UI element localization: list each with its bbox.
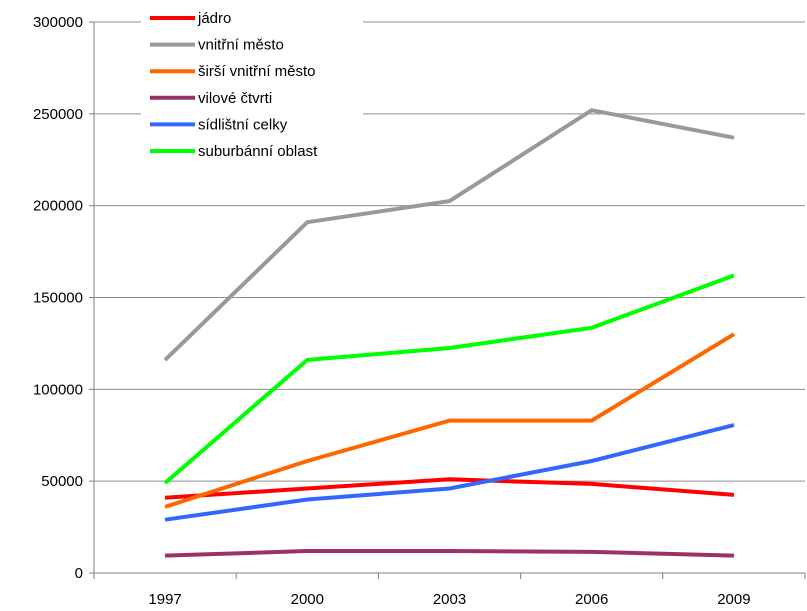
data-point [306,221,308,223]
data-point [591,483,593,485]
x-tick-label: 2000 [291,591,324,608]
y-axis-ticks: 0 50000 100000 150000 200000 250000 300000 [33,14,94,582]
legend-label: vilové čtvrti [198,90,272,107]
y-tick-label: 100000 [33,381,83,398]
y-tick-label: 0 [75,565,83,582]
x-tick-label: 1997 [148,591,181,608]
data-point [591,551,593,553]
data-point [733,424,735,426]
data-point [164,506,166,508]
data-point [733,274,735,276]
data-point [306,550,308,552]
y-tick-label: 150000 [33,290,83,307]
data-point [306,499,308,501]
data-point [449,347,450,349]
data-point [449,488,450,490]
data-point [306,359,308,361]
legend-label: suburbánní oblast [198,143,318,160]
legend-label: sídlištní celky [198,116,288,133]
y-tick-label: 50000 [41,473,83,490]
data-point [591,420,593,422]
x-axis-ticks: 1997 2000 2003 2006 2009 [93,573,806,608]
y-tick-label: 200000 [33,198,83,215]
legend-background [141,5,363,171]
x-tick-label: 2009 [717,591,750,608]
data-point [164,519,166,521]
data-point [164,482,166,484]
legend: jádro vnitřní město širší vnitřní město vil… [141,5,363,171]
legend-label: jádro [197,10,231,27]
series-line [163,273,735,485]
x-tick-label: 2003 [433,591,466,608]
data-point [591,460,593,462]
y-tick-label: 300000 [33,14,83,31]
data-point [306,488,308,490]
data-point [449,550,450,552]
series-line [165,549,734,558]
data-point [591,327,593,329]
y-tick-label: 250000 [33,106,83,123]
data-point [449,420,450,422]
data-point [591,109,593,111]
x-tick-label: 2006 [575,591,608,608]
data-point [449,478,450,480]
data-point [733,555,735,557]
legend-label: širší vnitřní město [198,63,316,80]
data-point [733,137,735,139]
legend-label: vnitřní město [198,37,284,54]
data-point [733,494,735,496]
data-point [164,359,166,361]
data-point [306,460,308,462]
data-point [164,497,166,499]
data-point [449,200,450,202]
series-line [164,423,735,522]
data-point [164,555,166,557]
series-lines [163,108,735,558]
data-point [733,333,735,335]
